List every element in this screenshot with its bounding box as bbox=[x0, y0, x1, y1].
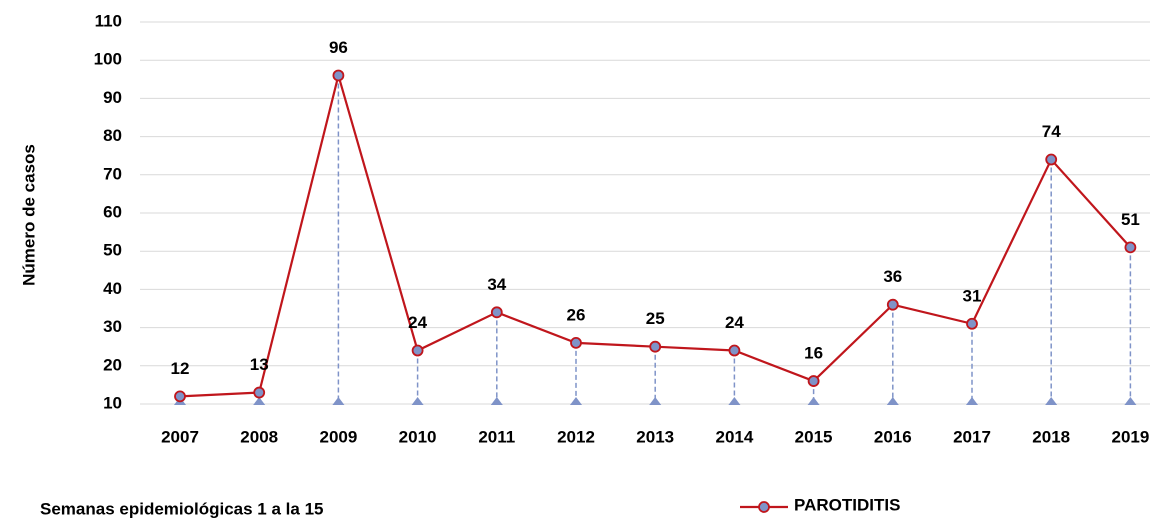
drop-marker bbox=[332, 397, 345, 405]
data-point bbox=[253, 386, 266, 399]
data-label: 13 bbox=[250, 355, 269, 374]
data-point bbox=[649, 340, 662, 353]
y-tick-label: 20 bbox=[103, 355, 122, 374]
y-tick-label: 30 bbox=[103, 317, 122, 336]
data-label: 24 bbox=[408, 313, 427, 332]
drop-marker bbox=[1045, 397, 1058, 405]
data-point bbox=[728, 344, 741, 357]
y-tick-label: 100 bbox=[94, 50, 122, 69]
drop-marker bbox=[649, 397, 662, 405]
x-tick-label: 2013 bbox=[636, 427, 674, 446]
x-tick-label: 2007 bbox=[161, 427, 199, 446]
data-point bbox=[174, 390, 186, 403]
data-point bbox=[807, 375, 820, 387]
x-tick-label: 2012 bbox=[557, 427, 595, 446]
x-tick-label: 2018 bbox=[1032, 427, 1070, 446]
data-label: 74 bbox=[1042, 122, 1061, 141]
drop-marker bbox=[411, 397, 424, 405]
data-label: 34 bbox=[487, 275, 506, 294]
data-point bbox=[966, 317, 978, 330]
x-tick-label: 2017 bbox=[953, 427, 991, 446]
y-tick-label: 70 bbox=[103, 164, 122, 183]
data-point bbox=[332, 69, 345, 82]
drop-marker bbox=[1124, 397, 1137, 405]
x-tick-label: 2009 bbox=[319, 427, 357, 446]
data-label: 24 bbox=[725, 313, 744, 332]
data-point bbox=[411, 344, 424, 357]
y-tick-label: 10 bbox=[103, 393, 122, 412]
data-label: 31 bbox=[963, 286, 982, 305]
data-point bbox=[570, 336, 582, 349]
x-tick-label: 2010 bbox=[399, 427, 437, 446]
y-tick-label: 50 bbox=[103, 241, 122, 260]
drop-marker bbox=[490, 397, 503, 405]
x-axis-label: Semanas epidemiológicas 1 a la 15 bbox=[40, 499, 323, 518]
drop-marker bbox=[886, 397, 899, 405]
x-tick-label: 2016 bbox=[874, 427, 912, 446]
drop-marker bbox=[807, 397, 820, 405]
data-label: 25 bbox=[646, 309, 665, 328]
drop-marker bbox=[253, 397, 266, 405]
drop-marker bbox=[728, 397, 741, 405]
x-tick-label: 2014 bbox=[715, 427, 753, 446]
y-tick-label: 90 bbox=[103, 88, 122, 107]
data-label: 12 bbox=[171, 359, 190, 378]
data-point bbox=[490, 306, 503, 319]
x-tick-label: 2011 bbox=[478, 427, 515, 446]
y-tick-label: 60 bbox=[103, 202, 122, 221]
data-point bbox=[1124, 241, 1137, 254]
legend-label: PAROTIDITIS bbox=[794, 495, 900, 514]
data-label: 36 bbox=[883, 267, 902, 286]
y-tick-label: 40 bbox=[103, 279, 122, 298]
drop-marker bbox=[966, 397, 978, 405]
x-tick-label: 2019 bbox=[1111, 427, 1149, 446]
y-tick-label: 110 bbox=[95, 11, 122, 30]
data-point bbox=[886, 298, 899, 311]
y-tick-label: 80 bbox=[103, 126, 122, 145]
data-label: 96 bbox=[329, 38, 348, 57]
y-axis-label: Número de casos bbox=[19, 144, 38, 286]
data-label: 16 bbox=[804, 344, 823, 363]
drop-marker bbox=[570, 397, 582, 405]
x-tick-label: 2008 bbox=[240, 427, 278, 446]
legend-marker bbox=[758, 501, 770, 513]
data-point bbox=[1045, 153, 1058, 166]
data-label: 51 bbox=[1121, 210, 1140, 229]
data-label: 26 bbox=[567, 305, 586, 324]
x-tick-label: 2015 bbox=[795, 427, 833, 446]
